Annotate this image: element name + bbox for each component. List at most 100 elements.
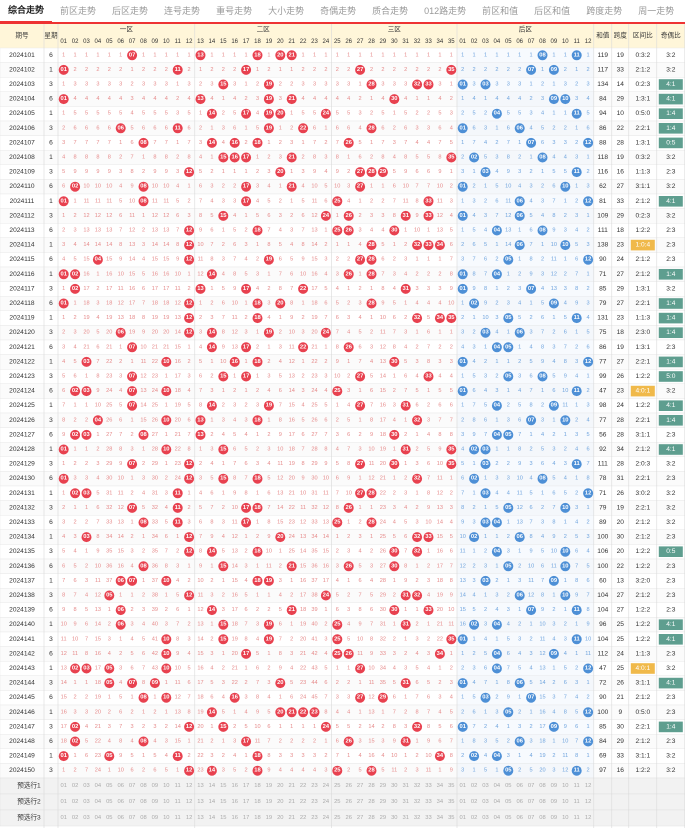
tab-0[interactable]: 综合走势 — [0, 0, 53, 23]
front-ball-number: 19 — [266, 403, 273, 409]
predict-back-number: 03 — [482, 799, 488, 805]
front-ball-number: 18 — [254, 301, 261, 307]
back-miss-count: 12 — [551, 271, 557, 277]
front-miss-count: 1 — [393, 52, 396, 58]
tab-4[interactable]: 重号走势 — [216, 6, 253, 16]
back-miss-count: 2 — [564, 213, 567, 219]
front-miss-count: 2 — [404, 315, 407, 321]
front-ball-number: 15 — [220, 636, 227, 642]
front-miss-count: 45 — [311, 695, 317, 701]
tab-3[interactable]: 连号走势 — [164, 6, 201, 16]
front-miss-count: 17 — [163, 286, 169, 292]
front-miss-count: 2 — [359, 96, 362, 102]
tab-6[interactable]: 奇偶走势 — [320, 6, 357, 16]
front-miss-count: 2 — [108, 709, 111, 715]
front-miss-count: 2 — [381, 724, 384, 730]
back-ball-number: 06 — [516, 125, 523, 131]
tab-1[interactable]: 前区走势 — [60, 6, 97, 16]
front-ball — [275, 532, 286, 543]
front-miss-count: 13 — [95, 607, 101, 613]
front-miss-count: 9 — [222, 344, 225, 350]
header-back-number: 07 — [528, 39, 535, 45]
front-ball — [320, 327, 331, 338]
front-miss-count: 3 — [427, 651, 430, 657]
predict-front-number: 17 — [243, 815, 249, 821]
tab-8[interactable]: 012路走势 — [424, 6, 467, 16]
front-miss-count: 9 — [176, 257, 179, 263]
front-miss-count: 2 — [165, 607, 168, 613]
odd-even-badge — [658, 312, 683, 324]
span-value: 27 — [617, 607, 625, 614]
predict-row[interactable]: 预选行3 01 02 03 04 05 06 07 08 09 10 11 12 13 14 15 16 17 18… — [0, 809, 685, 827]
front-miss-count: 5 — [347, 636, 350, 642]
back-ball — [457, 678, 468, 689]
front-miss-count: 2 — [427, 67, 430, 73]
tab-12[interactable]: 周一走势 — [638, 6, 675, 16]
back-miss-count: 3 — [587, 534, 590, 540]
tab-5[interactable]: 大小走势 — [268, 6, 305, 16]
front-miss-count: 6 — [438, 403, 441, 409]
front-miss-count: 1 — [176, 534, 179, 540]
front-miss-count: 10 — [334, 374, 340, 380]
back-miss-count: 3 — [484, 213, 487, 219]
back-zone-bg — [457, 106, 594, 121]
back-miss-count: 2 — [518, 709, 521, 715]
back-miss-count: 2 — [564, 67, 567, 73]
back-miss-count: 1 — [507, 52, 510, 58]
issue-number: 2024142 — [9, 650, 35, 657]
front-miss-count: 1 — [267, 140, 270, 146]
front-miss-count: 3 — [381, 739, 384, 745]
back-miss-count: 5 — [530, 768, 533, 774]
back-miss-count: 1 — [461, 96, 464, 102]
front-miss-count: 4 — [256, 636, 259, 642]
front-miss-count: 2 — [165, 724, 168, 730]
front-miss-count: 1 — [404, 753, 407, 759]
predict-back-number: 02 — [471, 783, 477, 789]
zone-ratio-value: 0:2:3 — [635, 81, 650, 88]
back-miss-count: 1 — [473, 490, 476, 496]
front-miss-count: 5 — [153, 111, 156, 117]
front-ball-number: 18 — [254, 578, 261, 584]
front-miss-count: 1 — [427, 257, 430, 263]
predict-row[interactable]: 预选行1 01 02 03 04 05 06 07 08 09 10 11 12 13 14 15 16 17 18… — [0, 777, 685, 795]
predict-front-number: 31 — [402, 799, 408, 805]
back-miss-count: 4 — [530, 476, 533, 482]
front-ball-number: 02 — [72, 739, 78, 745]
back-ball — [469, 473, 480, 484]
front-miss-count: 4 — [96, 96, 99, 102]
front-miss-count: 42 — [311, 651, 317, 657]
back-ball — [548, 721, 559, 732]
front-miss-count: 1 — [359, 388, 362, 394]
front-miss-count: 1 — [62, 82, 65, 88]
front-miss-count: 3 — [142, 82, 145, 88]
table-row: 2024148 6 18 02 5 22 4 8 4 08 4 3 15 1 21 2 1 3 17 11 7 2 2 2 2 1… — [0, 734, 685, 750]
front-ball-number: 11 — [175, 753, 182, 759]
front-ball-number: 01 — [60, 198, 67, 204]
front-miss-count: 1 — [62, 315, 65, 321]
front-miss-count: 2 — [416, 111, 419, 117]
front-ball — [161, 648, 172, 659]
tab-9[interactable]: 前区和值 — [482, 6, 519, 16]
front-miss-count: 24 — [152, 388, 158, 394]
header-front-number: 32 — [414, 39, 421, 45]
tab-2[interactable]: 后区走势 — [112, 6, 149, 16]
front-ball-number: 30 — [391, 563, 397, 569]
tab-10[interactable]: 后区和值 — [534, 6, 571, 16]
back-ball — [491, 400, 502, 411]
back-miss-count: 17 — [539, 724, 545, 730]
tab-7[interactable]: 质合走势 — [372, 6, 409, 16]
front-miss-count: 1 — [199, 447, 202, 453]
odd-even-value: 3:2 — [666, 212, 675, 219]
front-miss-count: 1 — [267, 593, 270, 599]
back-ball-number: 06 — [516, 593, 523, 599]
front-miss-count: 8 — [222, 330, 225, 336]
front-miss-count: 6 — [119, 417, 122, 423]
front-miss-count: 4 — [324, 169, 327, 175]
back-zone-bg — [457, 223, 594, 238]
predict-row[interactable]: 预选行2 01 02 03 04 05 06 07 08 09 10 11 12 13 14 15 16 17 18… — [0, 793, 685, 811]
tab-11[interactable]: 跨度走势 — [586, 6, 623, 16]
front-miss-count: 8 — [74, 607, 77, 613]
front-miss-count: 7 — [404, 549, 407, 555]
front-miss-count: 3 — [96, 82, 99, 88]
issue-number: 2024110 — [9, 183, 35, 190]
